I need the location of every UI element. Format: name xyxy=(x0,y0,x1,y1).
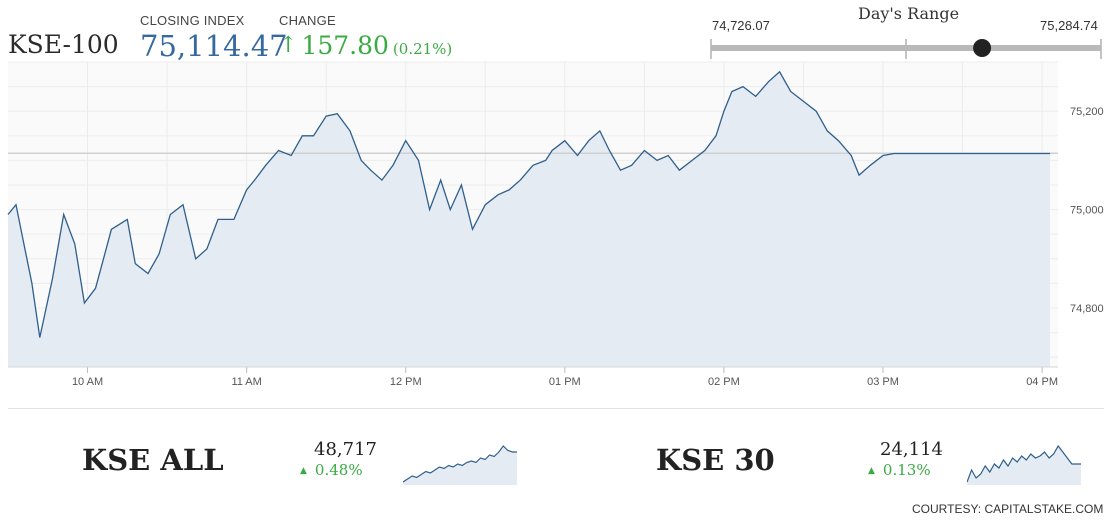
arrow-up-icon: ↑ xyxy=(279,33,298,58)
kse-all-change: ▲ 0.48% xyxy=(300,461,363,479)
x-tick-label: 12 PM xyxy=(390,376,422,388)
closing-index-label: CLOSING INDEX xyxy=(140,13,245,28)
days-range-bar xyxy=(710,39,1102,59)
kse-all-sparkline xyxy=(403,445,517,485)
section-divider xyxy=(8,408,1104,409)
change-percent: (0.21%) xyxy=(392,40,453,58)
kse-30-sparkline xyxy=(967,444,1081,485)
kse-30-change: ▲ 0.13% xyxy=(868,461,931,479)
y-tick-label: 75,000 xyxy=(1070,205,1104,217)
price-line xyxy=(7,70,1050,338)
triangle-up-icon: ▲ xyxy=(300,466,307,476)
y-tick-label: 74,800 xyxy=(1070,303,1104,315)
kse-30-name: KSE 30 xyxy=(656,443,775,477)
range-current-marker xyxy=(973,39,992,57)
change-label: CHANGE xyxy=(279,13,336,28)
x-tick-label: 02 PM xyxy=(708,376,740,388)
intraday-chart: 74,800 75,000 75,200 10 AM 11 AM 12 PM 01 PM 0… xyxy=(7,61,1104,388)
sparkline-area xyxy=(403,446,517,485)
x-tick-label: 04 PM xyxy=(1026,376,1058,388)
kse-30-change-value: 0.13% xyxy=(882,461,931,479)
index-name: KSE-100 xyxy=(8,30,119,59)
x-tick-label: 01 PM xyxy=(549,376,581,388)
sparkline-line xyxy=(403,445,517,483)
range-track xyxy=(711,45,1101,51)
kse-all-name: KSE ALL xyxy=(82,443,224,477)
kse-all-change-value: 0.48% xyxy=(314,461,363,479)
kse-30-value: 24,114 xyxy=(880,439,943,460)
days-range-high: 75,284.74 xyxy=(1040,18,1098,33)
triangle-up-icon: ▲ xyxy=(868,466,875,476)
courtesy-text: COURTESY: CAPITALSTAKE.COM xyxy=(912,502,1104,516)
kse-all-value: 48,717 xyxy=(314,439,377,460)
x-tick-label: 10 AM xyxy=(72,376,103,388)
days-range-title: Day's Range xyxy=(858,4,960,23)
price-area xyxy=(8,71,1050,368)
x-tick-label: 03 PM xyxy=(867,376,899,388)
sparkline-line xyxy=(967,444,1081,483)
closing-index-value: 75,114.47 xyxy=(140,29,288,63)
y-tick-label: 75,200 xyxy=(1070,106,1104,118)
x-tick-label: 11 AM xyxy=(231,376,261,388)
days-range-low: 74,726.07 xyxy=(712,18,770,33)
change-value: 157.80 xyxy=(301,31,389,60)
sparkline-area xyxy=(967,446,1081,485)
change-block: ↑ 157.80 (0.21%) xyxy=(279,31,452,60)
